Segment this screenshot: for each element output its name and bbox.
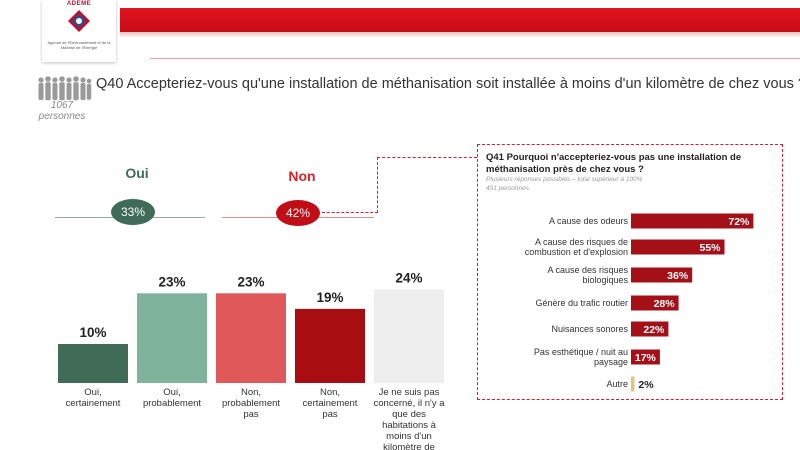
q40-bar-value: 23% bbox=[158, 274, 185, 289]
q41-bar-value: 28% bbox=[654, 298, 676, 310]
q41-bar-chart: 72% 55% 36% 28% 22% 17% 2% A cause des odeurs A… bbox=[478, 145, 784, 401]
oui-label: Oui bbox=[125, 165, 149, 181]
q41-category-label: A cause des odeurs bbox=[548, 215, 628, 226]
connector-line bbox=[322, 212, 378, 213]
connector-line bbox=[377, 157, 378, 213]
q41-bar-chart-svg: 72% 55% 36% 28% 22% 17% 2% bbox=[631, 213, 754, 392]
q40-bar bbox=[374, 289, 444, 383]
q40-bar-chart-svg: 10% 23% 23% 19% 24% bbox=[58, 270, 444, 383]
q41-category-label: A cause des risques de combustion et d'e… bbox=[524, 236, 628, 258]
q40-category-label: Non, probablement pas bbox=[221, 387, 281, 420]
q41-panel: Q41 Pourquoi n'accepteriez-vous pas une … bbox=[477, 144, 783, 400]
people-icon bbox=[38, 76, 92, 101]
q40-bar bbox=[137, 293, 207, 383]
q40-category-label: Je ne suis pas concerné, il n'y a que de… bbox=[373, 387, 445, 450]
header-band bbox=[120, 8, 800, 32]
q41-note: Plusieurs réponses possibles – total sup… bbox=[486, 176, 643, 183]
q41-category-label: Pas esthétique / nuit au paysage bbox=[533, 346, 628, 368]
logo-name: ADEME bbox=[66, 1, 92, 7]
sample-count: 1067 bbox=[50, 100, 74, 111]
q41-bar-value: 55% bbox=[699, 242, 721, 254]
q40-bar-value: 23% bbox=[237, 274, 264, 289]
q40-category-label: Non, certainement pas bbox=[302, 387, 358, 420]
q40-category-label: Oui, certainement bbox=[65, 387, 121, 409]
q41-bar-value: 72% bbox=[728, 216, 750, 228]
q41-question: Q41 Pourquoi n'accepteriez-vous pas une … bbox=[486, 152, 742, 175]
q40-bar bbox=[216, 293, 286, 383]
q41-category-label: Nuisances sonores bbox=[551, 323, 628, 334]
non-label: Non bbox=[288, 168, 316, 184]
q40-bar-chart: 10% 23% 23% 19% 24% Oui, certainement Oui, pr… bbox=[40, 250, 460, 450]
q40-bar-value: 19% bbox=[316, 290, 343, 305]
q41-bar bbox=[631, 295, 679, 311]
header-rule bbox=[150, 58, 800, 59]
q41-bar-value: 17% bbox=[635, 352, 657, 364]
header-band-shadow bbox=[120, 32, 800, 38]
q41-bar bbox=[631, 349, 660, 365]
q41-category-label: Autre bbox=[606, 378, 628, 389]
q41-bar-value: 22% bbox=[643, 324, 665, 336]
connector-line bbox=[377, 157, 477, 158]
q41-bar bbox=[631, 376, 635, 392]
q41-bar bbox=[631, 321, 669, 337]
q40-category-label: Oui, probablement bbox=[142, 387, 202, 409]
oui-total-badge: 33% bbox=[111, 199, 155, 225]
q41-base: 451 personnes bbox=[486, 185, 530, 192]
q41-bar bbox=[631, 213, 754, 229]
q40-bar bbox=[295, 308, 365, 383]
q41-bar bbox=[631, 267, 693, 283]
non-total-badge: 42% bbox=[276, 200, 320, 226]
sample-size: 1067 personnes bbox=[22, 100, 102, 122]
ademe-logo: ADEME Agence de l'Environnement et de la… bbox=[42, 0, 116, 62]
q40-bar-value: 10% bbox=[79, 325, 106, 340]
q40-question: Q40 Accepteriez-vous qu'une installation… bbox=[96, 76, 800, 92]
logo-caption: Agence de l'Environnement et de la Maîtr… bbox=[47, 40, 111, 50]
logo-mark-icon bbox=[68, 10, 90, 32]
q41-category-label: Génère du trafic routier bbox=[535, 297, 628, 308]
q41-bar-value: 36% bbox=[667, 270, 689, 282]
sample-unit: personnes bbox=[38, 111, 86, 122]
q41-category-label: A cause des risques biologiques bbox=[547, 264, 628, 286]
q40-bar-value: 24% bbox=[395, 270, 422, 285]
q40-bar bbox=[58, 344, 128, 383]
q41-bar bbox=[631, 239, 725, 255]
q41-bar-value: 2% bbox=[638, 379, 654, 391]
